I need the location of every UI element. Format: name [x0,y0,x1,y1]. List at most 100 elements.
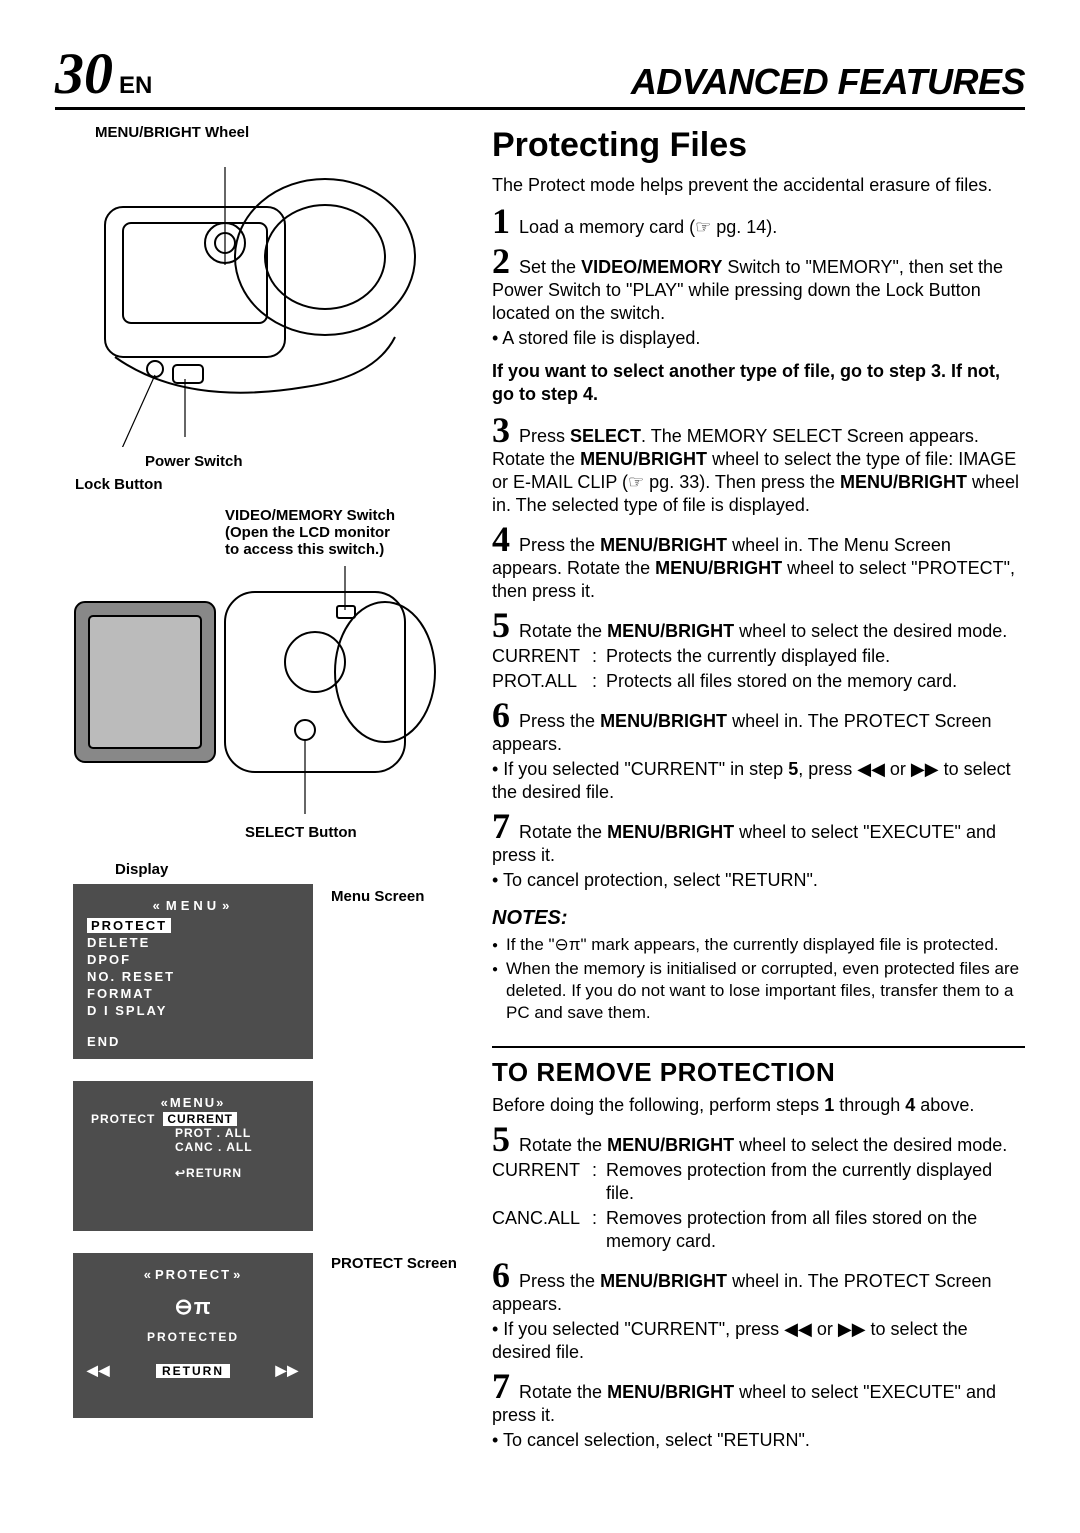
s5-all-v: Protects all files stored on the memory … [606,670,1025,693]
section-title: Protecting Files [492,124,1025,168]
note-1: If the "⊖π" mark appears, the currently … [492,934,1025,956]
s5-cur-v: Protects the currently displayed file. [606,645,1025,668]
page-number-block: 30EN [55,45,152,103]
step-6: 6 Press the MENU/BRIGHT wheel in. The PR… [492,701,1025,804]
page-number: 30 [55,41,113,106]
label-menu-bright: MENU/BRIGHT Wheel [95,124,460,141]
r5b: MENU/BRIGHT [607,1135,734,1155]
if-note: If you want to select another type of fi… [492,360,1025,406]
s7a: Rotate the [519,822,607,842]
r-step-num-6: 6 [492,1261,510,1290]
r5al: CANC.ALL [492,1207,592,1253]
r7-bullet: • To cancel selection, select "RETURN". [492,1429,1025,1452]
s5b: MENU/BRIGHT [607,621,734,641]
page-lang: EN [119,72,152,99]
menu-screen-2: «MENU» PROTECT CURRENT PROT . ALL CANC .… [73,1081,313,1231]
s5-cur-l: CURRENT [492,645,592,668]
r6b: MENU/BRIGHT [600,1271,727,1291]
notes-title: NOTES: [492,906,1025,932]
step-num-7: 7 [492,812,510,841]
s3d: MENU/BRIGHT [580,449,707,469]
screen2-opt-protall: PROT . ALL [87,1126,299,1140]
r-step-num-5: 5 [492,1125,510,1154]
s7-bullet: • To cancel protection, select "RETURN". [492,869,1025,892]
r5av: Removes protection from all files stored… [606,1207,1025,1253]
label-protect-screen: PROTECT Screen [331,1255,457,1272]
r7b: MENU/BRIGHT [607,1382,734,1402]
s4d: MENU/BRIGHT [655,558,782,578]
step-7: 7 Rotate the MENU/BRIGHT wheel to select… [492,812,1025,892]
step-num-6: 6 [492,701,510,730]
screen1-item-display: D I SPLAY [87,1002,299,1019]
rie: above. [915,1095,974,1115]
screen2-title: MENU [170,1095,216,1110]
ric: through [834,1095,905,1115]
r7a: Rotate the [519,1382,607,1402]
screen2-row-label: PROTECT [91,1112,155,1126]
s3a: Press [519,426,570,446]
note-2: When the memory is initialised or corrup… [492,958,1025,1024]
r-step-7: 7 Rotate the MENU/BRIGHT wheel to select… [492,1372,1025,1452]
s6b: MENU/BRIGHT [600,711,727,731]
r6-bullet: • If you selected "CURRENT", press ◀◀ or… [492,1318,1025,1364]
label-select-button: SELECT Button [245,824,460,841]
step-num-1: 1 [492,207,510,236]
screen2-return: ↩RETURN [87,1166,299,1180]
step-num-5: 5 [492,611,510,640]
step-2: 2 Set the VIDEO/MEMORY Switch to "MEMORY… [492,247,1025,350]
s3b: SELECT [570,426,641,446]
screen1-item-noreset: NO. RESET [87,968,299,985]
step-3: 3 Press SELECT. The MEMORY SELECT Screen… [492,416,1025,517]
r-step-5: 5 Rotate the MENU/BRIGHT wheel to select… [492,1125,1025,1253]
r5c: wheel to select the desired mode. [734,1135,1007,1155]
label-vm-sub1: (Open the LCD monitor [225,524,460,541]
r5a: Rotate the [519,1135,607,1155]
key-icon: ⊖π [87,1294,299,1320]
step2-a: Set the [519,257,581,277]
screen1-item-delete: DELETE [87,934,299,951]
screen3-return: RETURN [156,1364,230,1378]
step1-text: Load a memory card (☞ pg. 14). [519,217,777,237]
screen2-opt-current: CURRENT [163,1112,237,1126]
step-num-3: 3 [492,416,510,445]
remove-intro: Before doing the following, perform step… [492,1094,1025,1117]
rewind-icon: ◀◀ [87,1362,111,1379]
ria: Before doing the following, perform step… [492,1095,824,1115]
screen1-title: MENU [87,898,299,913]
s5a: Rotate the [519,621,607,641]
label-vm-sub2: to access this switch.) [225,541,460,558]
s4b: MENU/BRIGHT [600,535,727,555]
section-header: ADVANCED FEATURES [631,61,1025,103]
s3f: MENU/BRIGHT [840,472,967,492]
step-num-4: 4 [492,525,510,554]
r-step-6: 6 Press the MENU/BRIGHT wheel in. The PR… [492,1261,1025,1364]
protect-screen: PROTECT ⊖π PROTECTED ◀◀ RETURN ▶▶ [73,1253,313,1418]
notes-list: If the "⊖π" mark appears, the currently … [492,934,1025,1024]
rid: 4 [905,1095,915,1115]
s6ba: • If you selected "CURRENT" in step [492,759,788,779]
step-num-2: 2 [492,247,510,276]
rib: 1 [824,1095,834,1115]
r-step-num-7: 7 [492,1372,510,1401]
step-5: 5 Rotate the MENU/BRIGHT wheel to select… [492,611,1025,693]
menu-screen-1: MENU PROTECT DELETE DPOF NO. RESET FORMA… [73,884,313,1059]
label-lock-button: Lock Button [75,476,460,493]
screen1-end: END [87,1033,299,1050]
r6a: Press the [519,1271,600,1291]
label-power-switch: Power Switch [145,453,460,470]
remove-title: TO REMOVE PROTECTION [492,1056,1025,1089]
screen1-item-protect: PROTECT [87,918,171,933]
step2-b: VIDEO/MEMORY [581,257,722,277]
camera-diagram-2 [65,562,455,822]
screen2-opt-cancall: CANC . ALL [87,1140,299,1154]
right-column: Protecting Files The Protect mode helps … [492,124,1025,1460]
camera-diagram-1 [65,147,435,447]
s5-all-l: PROT.ALL [492,670,592,693]
ff-icon: ▶▶ [275,1362,299,1379]
divider [492,1046,1025,1048]
s6bb: 5 [788,759,798,779]
screen3-title: PROTECT [87,1267,299,1282]
s6a: Press the [519,711,600,731]
step-1: 1 Load a memory card (☞ pg. 14). [492,207,1025,239]
left-column: MENU/BRIGHT Wheel Po [55,124,460,1460]
